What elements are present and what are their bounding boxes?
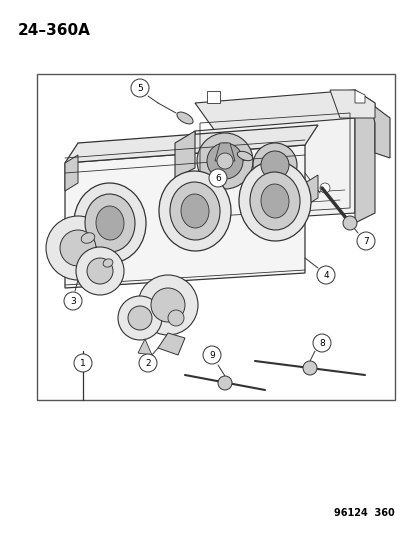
Circle shape (260, 151, 288, 179)
Polygon shape (369, 103, 389, 158)
Circle shape (312, 334, 330, 352)
Text: 7: 7 (362, 237, 368, 246)
Circle shape (87, 258, 113, 284)
Polygon shape (354, 90, 374, 223)
Circle shape (74, 354, 92, 372)
Circle shape (60, 230, 96, 266)
Polygon shape (195, 118, 354, 223)
Circle shape (356, 232, 374, 250)
Polygon shape (329, 90, 374, 118)
Circle shape (118, 296, 161, 340)
Polygon shape (158, 333, 185, 355)
Ellipse shape (237, 151, 252, 160)
Ellipse shape (74, 183, 146, 263)
Text: 9: 9 (209, 351, 214, 359)
Polygon shape (206, 91, 219, 103)
Circle shape (252, 143, 296, 187)
Circle shape (46, 216, 110, 280)
Text: 8: 8 (318, 338, 324, 348)
Circle shape (139, 354, 157, 372)
Text: 96124  360: 96124 360 (333, 508, 394, 518)
Text: 2: 2 (145, 359, 150, 367)
Circle shape (202, 346, 221, 364)
Circle shape (168, 310, 183, 326)
Circle shape (64, 292, 82, 310)
Circle shape (197, 133, 252, 189)
Ellipse shape (96, 206, 124, 240)
Circle shape (218, 376, 231, 390)
Polygon shape (65, 155, 78, 191)
Ellipse shape (180, 194, 209, 228)
Text: 3: 3 (70, 296, 76, 305)
Circle shape (302, 361, 316, 375)
Text: 4: 4 (323, 271, 328, 279)
Circle shape (206, 143, 242, 179)
Text: 5: 5 (137, 84, 142, 93)
Polygon shape (214, 143, 235, 161)
Circle shape (216, 153, 233, 169)
Polygon shape (354, 90, 364, 103)
Ellipse shape (249, 172, 299, 230)
Polygon shape (65, 125, 317, 163)
Circle shape (76, 247, 124, 295)
Circle shape (131, 79, 149, 97)
Circle shape (209, 169, 226, 187)
Text: 1: 1 (80, 359, 85, 367)
Ellipse shape (103, 259, 113, 267)
Circle shape (319, 183, 329, 193)
Polygon shape (304, 175, 317, 206)
Circle shape (138, 275, 197, 335)
Ellipse shape (176, 112, 192, 124)
Ellipse shape (170, 182, 219, 240)
Polygon shape (195, 90, 374, 131)
Polygon shape (175, 131, 195, 178)
Polygon shape (65, 235, 78, 271)
Ellipse shape (85, 194, 135, 252)
Polygon shape (138, 339, 152, 355)
Circle shape (342, 216, 356, 230)
Circle shape (316, 266, 334, 284)
Text: 6: 6 (215, 174, 221, 182)
Polygon shape (65, 145, 304, 288)
Ellipse shape (159, 171, 230, 251)
Ellipse shape (81, 233, 95, 243)
Ellipse shape (260, 184, 288, 218)
Circle shape (128, 306, 152, 330)
Ellipse shape (238, 161, 310, 241)
Text: 24–360A: 24–360A (18, 23, 91, 38)
Circle shape (151, 288, 185, 322)
